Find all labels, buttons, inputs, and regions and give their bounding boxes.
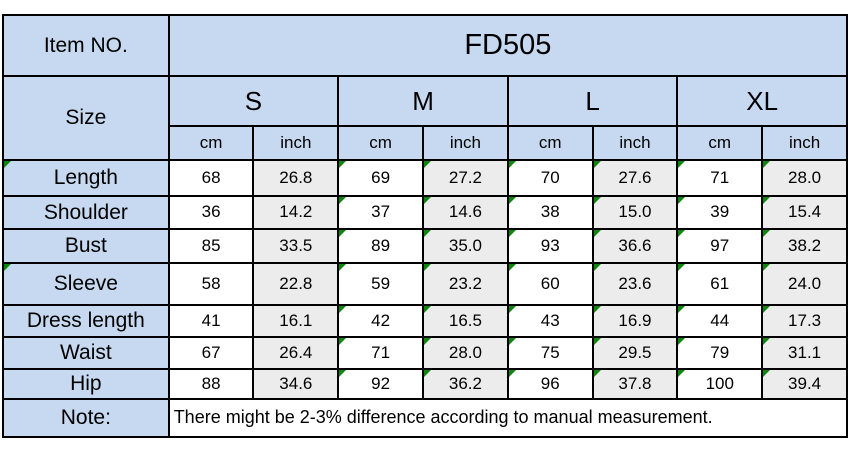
data-cell: 36.2	[422, 368, 509, 400]
data-cell: 43	[506, 304, 594, 338]
data-cell: 14.2	[252, 195, 340, 230]
data-cell: 68	[167, 159, 255, 197]
data-cell: 79	[676, 336, 764, 370]
data-cell: 26.4	[252, 336, 340, 370]
row-label: Hip	[2, 368, 170, 400]
size-header-l: L	[506, 75, 679, 127]
size-label: Size	[2, 75, 170, 161]
note-label: Note:	[2, 398, 170, 438]
unit-header: inch	[252, 125, 340, 161]
unit-header: inch	[761, 125, 848, 161]
unit-header: cm	[337, 125, 425, 161]
table-row-sleeve: Sleeve 58 22.8 59 23.2 60 23.6 61 24.0	[2, 262, 848, 306]
table-row-shoulder: Shoulder 36 14.2 37 14.6 38 15.0 39 15.4	[2, 195, 848, 230]
data-cell: 16.5	[422, 304, 509, 338]
size-group-row: Size S M L XL	[2, 75, 848, 161]
data-cell: 75	[506, 336, 594, 370]
data-cell: 15.0	[591, 195, 679, 230]
data-cell: 38.2	[761, 228, 848, 264]
unit-header-row: cm inch cm inch cm inch cm inch	[3, 125, 848, 161]
data-cell: 28.0	[422, 336, 509, 370]
data-cell: 67	[167, 336, 255, 370]
data-cell: 34.6	[252, 368, 340, 400]
data-cell: 59	[337, 262, 425, 306]
data-cell: 14.6	[422, 195, 509, 230]
data-cell: 39	[676, 195, 764, 230]
table-row-bust: Bust 85 33.5 89 35.0 93 36.6 97 38.2	[2, 228, 848, 264]
unit-header: inch	[591, 125, 679, 161]
note-row: Note: There might be 2-3% difference acc…	[2, 398, 848, 438]
data-cell: 71	[676, 159, 764, 197]
data-cell: 70	[506, 159, 594, 197]
data-cell: 15.4	[761, 195, 848, 230]
size-chart-table: Item NO. FD505 Size S M L XL cm inch cm …	[2, 14, 848, 438]
data-cell: 60	[506, 262, 594, 306]
table-row-dress-length: Dress length 41 16.1 42 16.5 43 16.9 44 …	[2, 304, 848, 338]
item-no-row: Item NO. FD505	[2, 14, 848, 77]
row-label: Shoulder	[2, 195, 170, 230]
data-cell: 58	[167, 262, 255, 306]
unit-header: inch	[422, 125, 509, 161]
table-row-hip: Hip 88 34.6 92 36.2 96 37.8 100 39.4	[2, 368, 848, 400]
data-cell: 33.5	[252, 228, 340, 264]
data-cell: 92	[337, 368, 425, 400]
data-cell: 31.1	[761, 336, 848, 370]
unit-header: cm	[506, 125, 594, 161]
data-cell: 37.8	[591, 368, 679, 400]
data-cell: 88	[167, 368, 255, 400]
data-cell: 16.1	[252, 304, 340, 338]
data-cell: 23.6	[591, 262, 679, 306]
data-cell: 27.2	[422, 159, 509, 197]
row-label: Bust	[2, 228, 170, 264]
data-cell: 35.0	[422, 228, 509, 264]
data-cell: 96	[506, 368, 594, 400]
size-header-s: S	[167, 75, 340, 127]
data-cell: 27.6	[591, 159, 679, 197]
table-row-length: Length 68 26.8 69 27.2 70 27.6 71 28.0	[2, 159, 848, 197]
unit-header: cm	[676, 125, 764, 161]
data-cell: 37	[337, 195, 425, 230]
note-text: There might be 2-3% difference according…	[167, 398, 848, 438]
data-cell: 24.0	[761, 262, 848, 306]
data-cell: 97	[676, 228, 764, 264]
data-cell: 100	[676, 368, 764, 400]
data-cell: 26.8	[252, 159, 340, 197]
data-cell: 29.5	[591, 336, 679, 370]
item-no-label: Item NO.	[2, 14, 170, 77]
data-cell: 23.2	[422, 262, 509, 306]
size-header-xl: XL	[676, 75, 848, 127]
data-cell: 42	[337, 304, 425, 338]
row-label: Waist	[2, 336, 170, 370]
data-cell: 44	[676, 304, 764, 338]
data-cell: 36	[167, 195, 255, 230]
size-header-m: M	[337, 75, 509, 127]
data-cell: 89	[337, 228, 425, 264]
data-cell: 17.3	[761, 304, 848, 338]
data-cell: 85	[167, 228, 255, 264]
data-cell: 28.0	[761, 159, 848, 197]
data-cell: 39.4	[761, 368, 848, 400]
item-no-value: FD505	[167, 14, 848, 77]
data-cell: 93	[506, 228, 594, 264]
data-cell: 61	[676, 262, 764, 306]
data-cell: 36.6	[591, 228, 679, 264]
data-cell: 16.9	[591, 304, 679, 338]
data-cell: 71	[337, 336, 425, 370]
data-cell: 22.8	[252, 262, 340, 306]
row-label: Length	[2, 159, 170, 197]
data-cell: 38	[506, 195, 594, 230]
row-label: Dress length	[2, 304, 170, 338]
data-cell: 41	[167, 304, 255, 338]
row-label: Sleeve	[2, 262, 170, 306]
unit-header: cm	[167, 125, 255, 161]
data-cell: 69	[337, 159, 425, 197]
table-row-waist: Waist 67 26.4 71 28.0 75 29.5 79 31.1	[2, 336, 848, 370]
